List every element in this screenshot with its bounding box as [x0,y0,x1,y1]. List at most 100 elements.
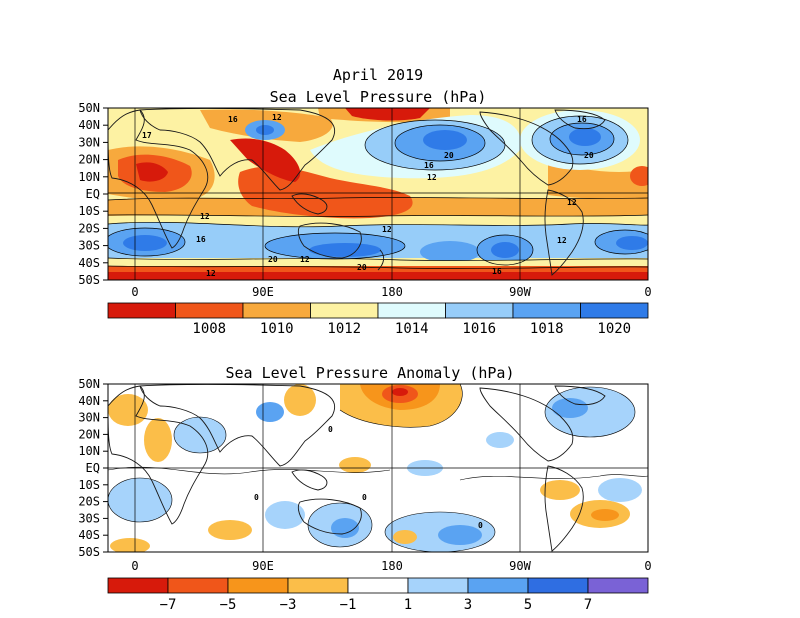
slp-colorbar-swatch [242,302,311,319]
figure-title: April 2019 [333,66,423,84]
slp-contour-label: 12 [200,212,210,221]
anom-lat-label: 20N [78,427,100,441]
slp-colorbar: 1008 1010 1012 1014 1016 1018 1020 [107,302,649,337]
slp-lat-label: 40S [78,256,100,270]
anom-lat-label: 40N [78,394,100,408]
slp-lat-label: 30S [78,239,100,253]
slp-contour-label: 12 [557,236,567,245]
slp-lon-label: 90E [252,285,274,299]
slp-lon-label: 180 [381,285,403,299]
anom-contour-label: 0 [254,493,259,502]
anom-colorbar-swatch [167,577,229,594]
anom-colorbar-swatch [347,577,409,594]
anom-colorbar-swatch [227,577,289,594]
anom-lat-label: EQ [86,461,100,475]
anom-colorbar-label: 5 [524,597,532,613]
slp-lat-label: 40N [78,118,100,132]
slp-lat-label: 30N [78,135,100,149]
slp-panel: Sea Level Pressure (hPa) [78,88,651,337]
slp-colorbar-label: 1018 [530,321,564,337]
slp-contour-label: 16 [424,161,434,170]
anom-lat-label: 30S [78,511,100,525]
anom-lat-label: 10S [78,478,100,492]
slp-colorbar-label: 1008 [192,321,226,337]
slp-colorbar-swatch [445,302,514,319]
slp-lat-label: 10N [78,170,100,184]
slp-lat-label: 50S [78,273,100,287]
slp-colorbar-label: 1010 [260,321,294,337]
slp-lon-label: 0 [644,285,651,299]
anom-contour-label: 0 [478,521,483,530]
anom-colorbar-swatch [467,577,529,594]
slp-contour-label: 20 [357,263,367,272]
slp-lat-axis: 50N 40N 30N 20N 10N EQ 10S 20S 30S 40S 50S [78,101,108,287]
slp-contour-label: 12 [427,173,437,182]
anom-contour-label: 0 [328,425,333,434]
anom-colorbar-swatch [527,577,589,594]
slp-colorbar-label: 1012 [327,321,361,337]
slp-lat-label: 20S [78,221,100,235]
anom-lon-label: 90W [509,559,531,573]
slp-colorbar-swatch [512,302,581,319]
anom-lat-label: 20S [78,495,100,509]
anom-colorbar-swatch [107,577,169,594]
slp-colorbar-label: 1020 [597,321,631,337]
slp-contour-label: 20 [584,151,594,160]
anom-colorbar: −7 −5 −3 −1 1 3 5 7 [107,577,649,613]
anom-lon-label: 180 [381,559,403,573]
slp-lon-label: 90W [509,285,531,299]
slp-colorbar-swatch [310,302,379,319]
anom-lon-label: 0 [644,559,651,573]
slp-contour-label: 17 [142,131,152,140]
slp-colorbar-swatch [377,302,446,319]
slp-panel-title: Sea Level Pressure (hPa) [270,88,487,106]
slp-contour-label: 12 [300,255,310,264]
slp-contour-label: 20 [268,255,278,264]
anom-colorbar-label: −7 [160,597,177,613]
anom-colorbar-label: 1 [404,597,412,613]
anom-lat-axis: 50N 40N 30N 20N 10N EQ 10S 20S 30S 40S 50S [78,377,108,559]
slp-lat-label: EQ [86,187,100,201]
anom-colorbar-label: −5 [220,597,237,613]
slp-colorbar-swatch [107,302,176,319]
anom-colorbar-swatch [407,577,469,594]
slp-contour-label: 12 [567,198,577,207]
anom-gridlines [108,384,648,552]
anom-colorbar-swatch [287,577,349,594]
slp-lat-label: 50N [78,101,100,115]
anom-lon-label: 0 [131,559,138,573]
slp-contour-label: 12 [272,113,282,122]
anom-colorbar-label: −3 [280,597,297,613]
anom-lat-label: 50S [78,545,100,559]
anom-colorbar-swatch [587,577,649,594]
slp-colorbar-swatch [580,302,649,319]
slp-contour-label: 16 [196,235,206,244]
anom-lat-label: 40S [78,528,100,542]
slp-contour-label: 12 [382,225,392,234]
anom-lat-label: 10N [78,444,100,458]
anom-lon-axis: 0 90E 180 90W 0 [131,559,651,573]
slp-contour-label: 20 [444,151,454,160]
slp-gridlines [108,108,648,280]
anom-contour-label: 0 [362,493,367,502]
anom-colorbar-label: −1 [340,597,357,613]
slp-map-field: 16 12 17 12 20 16 12 12 20 12 16 12 12 2… [108,108,648,280]
slp-colorbar-label: 1016 [462,321,496,337]
slp-colorbar-swatch [175,302,244,319]
slp-lon-axis: 0 90E 180 90W 0 [131,285,651,299]
anom-lat-label: 50N [78,377,100,391]
anom-panel-title: Sea Level Pressure Anomaly (hPa) [226,364,515,382]
slp-contour-label: 16 [577,115,587,124]
anom-colorbar-label: 7 [584,597,592,613]
slp-colorbar-label: 1014 [395,321,429,337]
anom-panel: Sea Level Pressure Anomaly (hPa) [78,364,651,613]
anom-lat-label: 30N [78,411,100,425]
anom-map-field: 0 0 0 0 [108,384,648,552]
slp-contour-label: 16 [228,115,238,124]
anom-colorbar-label: 3 [464,597,472,613]
slp-contour-label: 16 [492,267,502,276]
slp-contour-label: 12 [206,269,216,278]
slp-lon-label: 0 [131,285,138,299]
anom-lon-label: 90E [252,559,274,573]
